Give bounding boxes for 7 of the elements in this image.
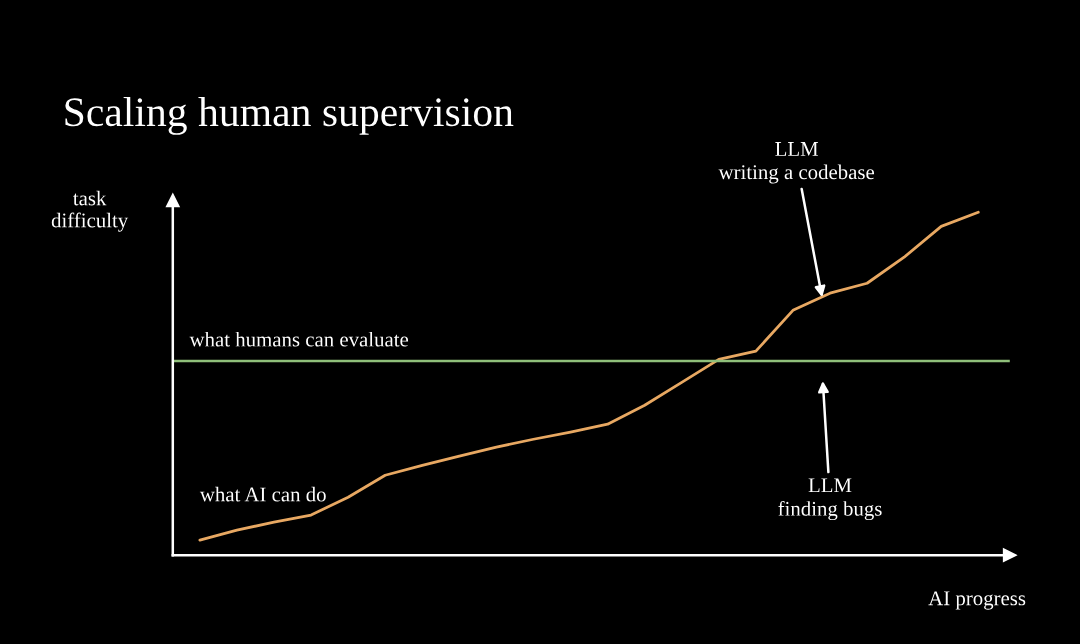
series-label: what AI can do <box>199 486 326 502</box>
ref-line-label: what humans can evaluate <box>189 331 409 347</box>
x-axis-title: AI progress <box>928 591 1026 610</box>
chart-title: Scaling human supervision <box>65 96 514 135</box>
text: LLM writing a codebase <box>718 142 875 184</box>
y-axis-title: task difficulty <box>51 190 129 232</box>
annotation: LLM finding bugs <box>778 478 882 521</box>
